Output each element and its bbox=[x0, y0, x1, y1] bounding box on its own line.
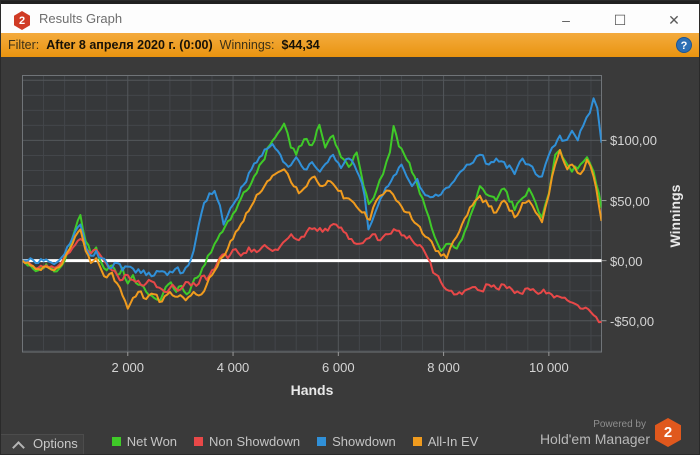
options-button[interactable]: Options bbox=[1, 434, 84, 454]
brand-logo-icon: 2 bbox=[655, 418, 681, 447]
title-bar: 2 Results Graph – ☐ ✕ bbox=[1, 1, 699, 33]
y-tick-label: $0,00 bbox=[610, 253, 643, 269]
y-tick-label: $100,00 bbox=[610, 133, 657, 149]
legend-label: Net Won bbox=[126, 434, 178, 449]
legend-item-all-in-ev[interactable]: All-In EV bbox=[412, 434, 479, 449]
window-title: Results Graph bbox=[39, 11, 123, 26]
filter-label: Filter: bbox=[8, 38, 40, 52]
legend-label: Showdown bbox=[332, 434, 396, 449]
legend-label: Non Showdown bbox=[209, 434, 301, 449]
series-line-all-in-ev bbox=[22, 149, 602, 310]
options-button-label: Options bbox=[33, 436, 78, 451]
y-axis-title: Winnings bbox=[667, 184, 683, 248]
maximize-button[interactable]: ☐ bbox=[613, 12, 627, 28]
legend-label: All-In EV bbox=[427, 434, 479, 449]
y-tick-label: $50,00 bbox=[610, 193, 650, 209]
x-tick-label: 10 000 bbox=[528, 360, 569, 375]
filter-bar: Filter: After 8 апреля 2020 г. (0:00) Wi… bbox=[1, 33, 699, 57]
legend-item-net-won[interactable]: Net Won bbox=[111, 434, 178, 449]
x-tick-label: 8 000 bbox=[427, 360, 460, 375]
chevron-up-icon bbox=[12, 441, 25, 454]
legend-swatch-icon bbox=[412, 437, 422, 446]
legend-item-non-showdown[interactable]: Non Showdown bbox=[194, 434, 300, 449]
legend-swatch-icon bbox=[111, 437, 121, 446]
x-tick-label: 6 000 bbox=[322, 360, 355, 375]
close-button[interactable]: ✕ bbox=[668, 12, 680, 28]
y-tick-label: -$50,00 bbox=[610, 313, 655, 329]
legend-swatch-icon bbox=[317, 437, 327, 446]
x-tick-label: 2 000 bbox=[111, 360, 145, 375]
filter-value: After 8 апреля 2020 г. (0:00) bbox=[46, 38, 213, 52]
minimize-button[interactable]: – bbox=[562, 12, 570, 28]
x-axis-title: Hands bbox=[290, 382, 334, 398]
help-icon[interactable]: ? bbox=[676, 37, 692, 53]
x-tick-label: 4 000 bbox=[216, 360, 250, 375]
winnings-value: $44,34 bbox=[281, 38, 320, 52]
legend-item-showdown[interactable]: Showdown bbox=[317, 434, 396, 449]
brand-name: Hold'em Manager bbox=[539, 430, 650, 447]
legend-swatch-icon bbox=[194, 437, 204, 446]
series-line-showdown bbox=[22, 97, 602, 278]
app-logo-icon: 2 bbox=[14, 11, 30, 30]
winnings-label: Winnings: bbox=[219, 38, 275, 52]
chart-legend: Net Won Non Showdown Showdown All-In EV bbox=[61, 433, 529, 450]
series-line-non-showdown bbox=[22, 223, 602, 324]
powered-by-label: Powered by bbox=[593, 418, 646, 430]
powered-by-branding: Powered by Hold'em Manager 2 bbox=[540, 418, 681, 447]
